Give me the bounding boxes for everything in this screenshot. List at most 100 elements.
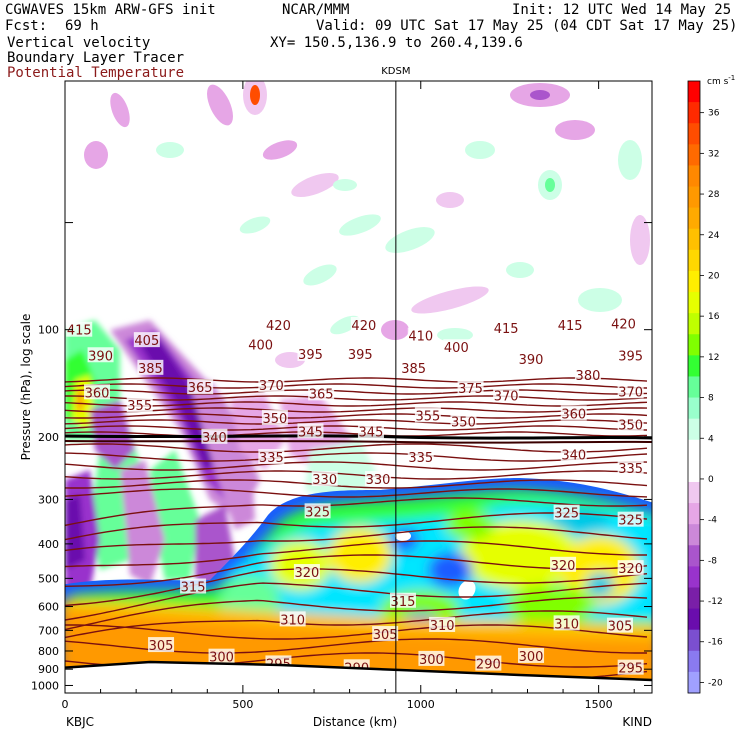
colorbar-tick-label: 28 bbox=[708, 190, 720, 200]
y-tick-label-700: 700 bbox=[38, 624, 59, 637]
isentrope bbox=[65, 407, 648, 413]
theta-label: 415 bbox=[494, 322, 519, 337]
colorbar-swatch bbox=[688, 481, 700, 504]
theta-label: 360 bbox=[85, 386, 110, 401]
colorbar-swatch bbox=[688, 270, 700, 293]
isentrope bbox=[65, 443, 648, 453]
plot-frame bbox=[64, 80, 653, 694]
theta-label-bg bbox=[365, 471, 392, 487]
theta-label: 415 bbox=[558, 319, 583, 334]
theta-label: 335 bbox=[408, 451, 433, 466]
theta-label: 420 bbox=[611, 317, 636, 332]
isentrope bbox=[65, 377, 648, 383]
field-label-2: Boundary Layer Tracer bbox=[7, 50, 185, 66]
theta-label: 340 bbox=[202, 431, 227, 446]
theta-contour-labels: 415 420 420 410 415 415 420 405 400 400 395 395 395 3… bbox=[66, 315, 644, 690]
theta-label: 395 bbox=[618, 349, 643, 364]
org-label: NCAR/MMM bbox=[282, 2, 350, 18]
colorbar-swatch bbox=[688, 671, 700, 694]
theta-label: 320 bbox=[551, 559, 576, 574]
theta-label-bg bbox=[311, 471, 338, 487]
colorbar-swatch bbox=[688, 439, 700, 462]
colorbar-swatch bbox=[688, 123, 700, 145]
isentrope bbox=[65, 554, 648, 587]
isentrope bbox=[65, 479, 648, 489]
colorbar-tick-label: -20 bbox=[708, 678, 723, 688]
isentrope bbox=[65, 497, 648, 527]
colorbar-tick-label: 20 bbox=[708, 271, 720, 281]
theta-label-bg bbox=[553, 504, 580, 520]
y-tick-label-400: 400 bbox=[38, 538, 59, 551]
theta-label: 345 bbox=[359, 425, 384, 440]
theta-label-bg bbox=[606, 617, 633, 633]
theta-label: 385 bbox=[138, 362, 163, 377]
theta-label: 420 bbox=[266, 319, 291, 334]
theta-label-bg bbox=[137, 359, 164, 375]
isentrope bbox=[65, 610, 648, 639]
isentrope bbox=[65, 461, 648, 471]
y-axis: 100 200 300 400 500 600 700 800 900 1000 bbox=[31, 80, 652, 692]
theta-label: 355 bbox=[127, 399, 152, 414]
colorbar-swatch bbox=[688, 334, 700, 356]
theta-label-bg bbox=[574, 366, 601, 382]
theta-label-bg bbox=[493, 387, 520, 403]
theta-label-bg bbox=[518, 351, 545, 367]
isentrope bbox=[65, 419, 648, 425]
x-axis: 0 500 1000 1500 bbox=[62, 81, 635, 711]
y-axis-label: Pressure (hPa), log scale bbox=[19, 314, 33, 461]
colorbar-swatch bbox=[688, 397, 700, 420]
theta-label-bg bbox=[126, 397, 153, 413]
colorbar-swatch bbox=[688, 650, 700, 673]
theta-label-bg bbox=[429, 616, 456, 632]
y-tick-label-600: 600 bbox=[38, 601, 59, 614]
isentrope bbox=[65, 452, 648, 462]
theta-label: 325 bbox=[618, 514, 643, 529]
theta-label: 310 bbox=[554, 617, 579, 632]
theta-label-bg bbox=[372, 626, 399, 642]
field-label-3: Potential Temperature bbox=[7, 65, 185, 81]
theta-label: 335 bbox=[259, 451, 284, 466]
theta-label-bg bbox=[553, 615, 580, 631]
theta-label: 370 bbox=[259, 379, 284, 394]
colorbar-swatch bbox=[688, 228, 700, 251]
theta-label: 400 bbox=[444, 341, 469, 356]
y-tick-label-200: 200 bbox=[38, 431, 59, 444]
model-title: CGWAVES 15km ARW-GFS init bbox=[5, 2, 216, 18]
isentrope bbox=[65, 540, 647, 568]
theta-label-bg bbox=[180, 578, 207, 594]
left-station-label: KBJC bbox=[66, 715, 94, 729]
isentrope bbox=[65, 425, 648, 431]
colorbar-swatch bbox=[688, 144, 700, 166]
theta-label-bg bbox=[87, 347, 114, 363]
isentrope bbox=[65, 526, 648, 552]
theta-label-bg bbox=[148, 637, 175, 653]
theta-label-bg bbox=[304, 503, 331, 519]
theta-label-bg bbox=[617, 460, 644, 476]
theta-label-bg bbox=[457, 380, 484, 396]
theta-label: 305 bbox=[608, 620, 633, 635]
colorbar-swatch bbox=[688, 355, 700, 377]
theta-label: 390 bbox=[519, 353, 544, 368]
isentrope bbox=[65, 568, 648, 607]
theta-label: 420 bbox=[351, 319, 376, 334]
colorbar-tick-label: -8 bbox=[708, 556, 717, 566]
upper-velocity-field bbox=[84, 81, 650, 368]
theta-label: 350 bbox=[262, 412, 287, 427]
theta-label-bg bbox=[400, 359, 427, 375]
theta-label: 305 bbox=[149, 639, 174, 654]
colorbar-swatch bbox=[688, 81, 700, 103]
colorbar-swatch bbox=[688, 186, 700, 209]
theta-label: 315 bbox=[391, 595, 416, 610]
colorbar-swatch bbox=[688, 524, 700, 546]
y-tick-label-100: 100 bbox=[38, 324, 59, 337]
colorbar-swatch bbox=[688, 418, 700, 441]
theta-label-bg bbox=[560, 405, 587, 421]
theta-label-bg bbox=[407, 449, 434, 465]
isentrope bbox=[65, 596, 648, 631]
colorbar: 36 32 28 24 20 16 12 8 4 0 -4 -8 -12 -16 -20 bbox=[687, 80, 723, 694]
xy-range: XY= 150.5,136.9 to 260.4,139.6 bbox=[270, 35, 523, 51]
theta-label-bg bbox=[297, 345, 324, 361]
theta-label: 360 bbox=[561, 407, 586, 422]
isentrope bbox=[65, 470, 648, 480]
theta-label-bg bbox=[475, 655, 502, 671]
